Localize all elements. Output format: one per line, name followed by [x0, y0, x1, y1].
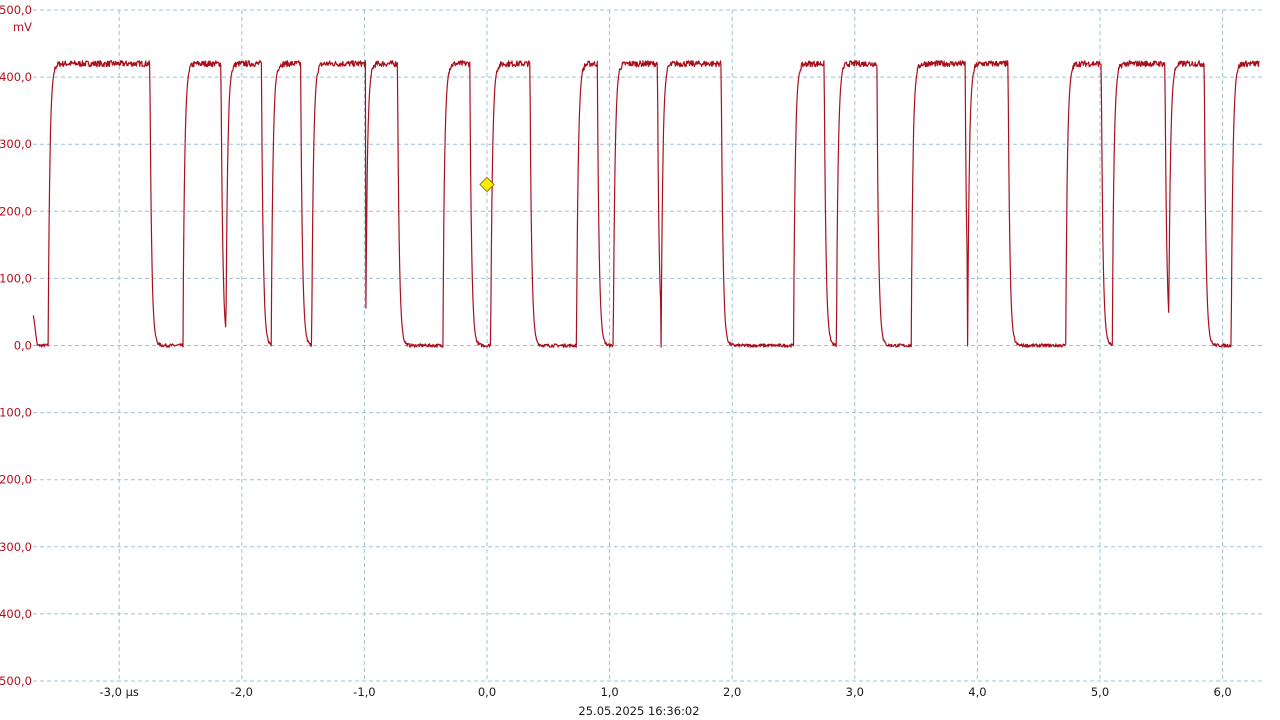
x-axis-tick-labels: -3,0 µs -2,0 -1,0 0,0 1,0 2,0 3,0 4,0 5,0 6,0: [99, 685, 1231, 699]
x-tick-label: 5,0: [1091, 685, 1109, 699]
x-tick-label: -1,0: [353, 685, 375, 699]
capture-timestamp: 25.05.2025 16:36:02: [578, 704, 699, 718]
x-tick-label: 0,0: [478, 685, 496, 699]
y-tick-label: 400,0: [0, 70, 32, 84]
y-tick-label: -300,0: [0, 540, 32, 554]
y-tick-label: -400,0: [0, 607, 32, 621]
trigger-marker[interactable]: [479, 176, 495, 193]
y-axis-tick-labels: 500,0 400,0 300,0 200,0 100,0 0,0 -100,0 -200,0…: [0, 3, 32, 688]
x-tick-label: 1,0: [600, 685, 618, 699]
y-tick-label: -500,0: [0, 674, 32, 688]
y-unit-label: mV: [13, 20, 32, 34]
y-tick-label: 100,0: [0, 271, 32, 285]
y-tick-label: -200,0: [0, 473, 32, 487]
y-tick-label: -100,0: [0, 406, 32, 420]
x-tick-label: 2,0: [723, 685, 741, 699]
x-tick-label: 6,0: [1213, 685, 1231, 699]
x-tick-label: 4,0: [968, 685, 986, 699]
y-tick-label: 200,0: [0, 204, 32, 218]
x-tick-label: -2,0: [231, 685, 253, 699]
x-tick-label: -3,0 µs: [99, 685, 138, 699]
signal-trace: [32, 60, 1260, 348]
y-tick-label: 0,0: [14, 339, 32, 353]
horizontal-gridlines: [33, 9, 1262, 682]
y-tick-label: 300,0: [0, 137, 32, 151]
y-tick-label: 500,0: [0, 3, 32, 17]
x-tick-label: 3,0: [846, 685, 864, 699]
